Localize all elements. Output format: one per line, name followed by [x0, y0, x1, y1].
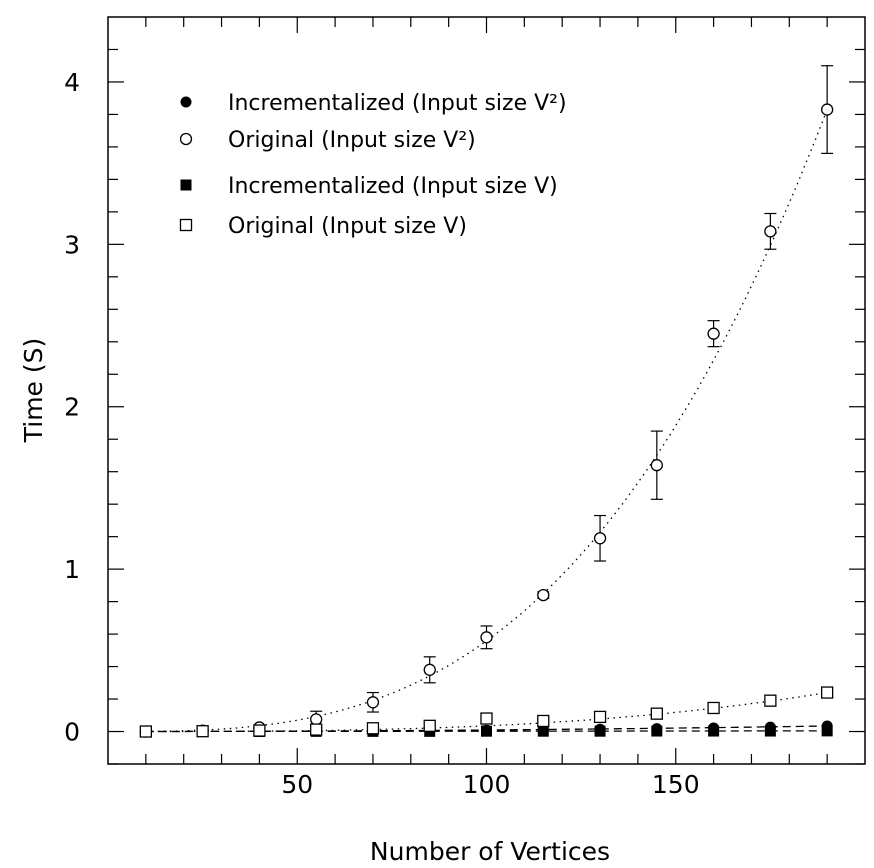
data-point-series-1	[764, 225, 777, 238]
data-point-series-2	[821, 725, 833, 737]
data-point-series-1	[650, 459, 663, 472]
plot-frame	[107, 16, 866, 765]
data-point-series-3	[593, 710, 607, 724]
legend-marker	[179, 132, 193, 146]
legend-marker	[180, 96, 192, 108]
data-point-series-3	[139, 725, 153, 738]
legend-label: Original (Input size V)	[228, 214, 467, 239]
data-point-series-3	[423, 719, 436, 732]
axis-ticks	[108, 17, 865, 765]
data-point-series-3	[821, 686, 834, 699]
legend-label: Incrementalized (Input size V²)	[228, 91, 567, 116]
legend-label: Incrementalized (Input size V)	[228, 174, 558, 199]
data-point-series-3	[366, 722, 380, 735]
data-point-series-1	[480, 631, 493, 644]
legend-marker	[180, 179, 192, 191]
data-point-series-3	[310, 723, 323, 736]
y-tick-label: 4	[64, 68, 80, 97]
x-tick-label: 50	[281, 770, 313, 799]
legend: Incrementalized (Input size V²) Original …	[179, 91, 567, 239]
data-point-series-1	[310, 713, 323, 726]
data-point-series-1	[707, 327, 720, 340]
data-point-series-3	[537, 714, 550, 728]
data-point-series-3	[764, 694, 777, 707]
data-points	[139, 103, 834, 738]
data-point-series-1	[366, 696, 380, 709]
y-tick-label: 1	[64, 555, 80, 584]
y-tick-label: 3	[64, 230, 80, 259]
x-tick-label: 100	[463, 770, 511, 799]
legend-label: Original (Input size V²)	[228, 128, 476, 153]
data-point-series-2	[764, 725, 776, 737]
data-point-series-1	[593, 532, 607, 545]
data-point-series-2	[651, 725, 663, 737]
data-point-series-2	[594, 725, 606, 737]
data-point-series-1	[423, 663, 436, 676]
data-point-series-3	[650, 707, 663, 720]
error-bars	[310, 65, 834, 729]
y-axis-title: Time (S)	[19, 338, 48, 444]
data-point-series-3	[196, 725, 209, 738]
data-point-series-3	[253, 724, 266, 737]
data-point-series-3	[707, 701, 720, 715]
data-point-series-3	[480, 712, 493, 725]
tick-labels: 50 100 150 0 1 2 3 4	[64, 68, 700, 799]
data-point-series-2	[481, 725, 492, 737]
data-point-series-1	[537, 588, 550, 602]
x-axis-title: Number of Vertices	[370, 837, 610, 866]
data-point-series-2	[537, 725, 549, 737]
data-point-series-1	[821, 103, 834, 116]
data-point-series-2	[708, 725, 720, 737]
y-tick-label: 0	[64, 718, 80, 747]
legend-marker	[179, 218, 193, 232]
x-tick-label: 150	[652, 770, 700, 799]
y-tick-label: 2	[64, 393, 80, 422]
